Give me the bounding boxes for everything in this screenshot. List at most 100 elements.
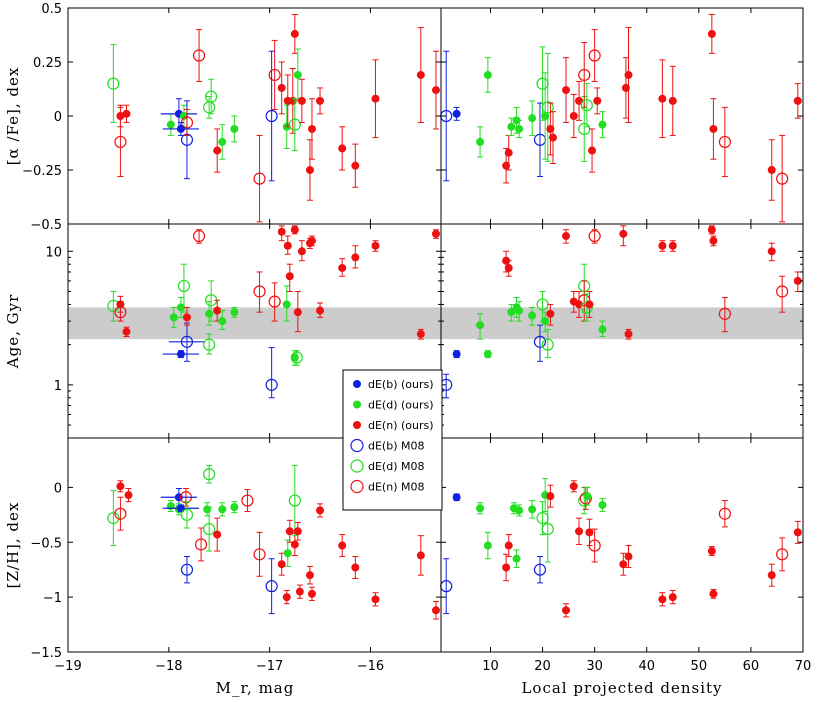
data-point-dEn-ours <box>621 83 630 92</box>
data-point-dEd-m08 <box>541 101 554 114</box>
data-point-dEn-ours <box>624 70 633 79</box>
age-band <box>68 307 803 340</box>
data-point-dEn-m08 <box>114 507 127 520</box>
data-point-dEn-ours <box>562 606 571 615</box>
data-point-dEn-m08 <box>268 68 281 82</box>
data-point-dEd-ours <box>483 541 492 550</box>
data-point-dEd-m08 <box>288 118 301 131</box>
data-point-dEn-ours <box>277 83 286 92</box>
data-point-dEn-ours <box>116 482 125 491</box>
y-tick-label: 1 <box>54 379 62 394</box>
data-point-dEd-ours <box>230 503 239 512</box>
data-point-dEd-m08 <box>205 90 218 103</box>
data-point-dEn-ours <box>305 571 314 580</box>
data-point-dEn-ours <box>351 253 360 262</box>
data-point-dEn-ours <box>295 587 304 596</box>
data-point-dEd-ours <box>476 137 485 146</box>
data-point-dEd-m08 <box>107 512 120 525</box>
data-point-dEd-ours <box>515 124 524 133</box>
data-point-dEd-m08 <box>107 77 120 90</box>
legend: dE(b) (ours) dE(d) (ours) dE(n) (ours) dE(b… <box>342 369 443 511</box>
data-point-dEd-ours <box>528 311 537 320</box>
data-point-dEb-ours <box>176 350 185 359</box>
data-point-dEn-ours <box>502 161 511 170</box>
data-point-dEn-ours <box>431 229 440 238</box>
y-axis-label-alpha: [α /Fe], dex <box>4 67 22 166</box>
legend-marker-dEn-ours <box>353 421 361 429</box>
data-point-dEn-ours <box>575 96 584 105</box>
data-point-dEb-m08 <box>180 335 194 348</box>
data-point-dEd-ours <box>230 124 239 133</box>
data-point-dEd-ours <box>528 505 537 514</box>
y-tick-label: 10 <box>45 245 62 260</box>
data-point-dEd-m08 <box>288 494 301 507</box>
data-point-dEn-ours <box>338 541 347 550</box>
data-point-dEn-ours <box>546 309 555 318</box>
legend-marker-dEn-m08 <box>350 479 364 494</box>
legend-label: dE(d) M08 <box>368 460 424 473</box>
y-tick-label: 0 <box>54 481 62 496</box>
data-point-dEn-ours <box>619 560 628 569</box>
data-point-dEd-ours <box>282 300 291 309</box>
data-point-dEn-ours <box>707 29 716 38</box>
data-point-dEn-m08 <box>114 135 127 149</box>
data-point-dEn-ours <box>767 571 776 580</box>
data-point-dEn-m08 <box>776 172 789 185</box>
panel-frames <box>67 7 804 653</box>
data-point-dEn-ours <box>305 166 314 174</box>
data-point-dEn-ours <box>290 29 299 38</box>
data-point-dEn-m08 <box>179 491 193 504</box>
data-point-dEn-ours <box>283 241 292 250</box>
series-age_mag <box>107 225 440 399</box>
data-point-dEn-m08 <box>776 285 789 298</box>
x-tick-label: 10 <box>482 659 499 674</box>
data-point-dEd-ours <box>515 506 524 515</box>
y-tick-label: −1 <box>43 591 62 606</box>
data-point-dEn-ours <box>307 589 316 598</box>
x-tick-label: 70 <box>795 659 812 674</box>
data-point-dEn-m08 <box>253 548 266 561</box>
data-point-dEn-ours <box>658 595 667 604</box>
data-point-dEn-ours <box>297 96 306 105</box>
data-point-dEb-ours <box>452 493 461 502</box>
data-point-dEn-ours <box>709 236 718 245</box>
data-point-dEd-ours <box>483 350 492 359</box>
data-point-dEd-ours <box>283 549 292 558</box>
data-point-dEb-ours <box>176 504 185 513</box>
data-point-dEd-m08 <box>203 338 216 351</box>
data-point-dEn-ours <box>546 124 555 133</box>
data-point-dEn-ours <box>122 109 131 118</box>
data-point-dEd-ours <box>218 317 227 326</box>
data-point-dEn-ours <box>124 491 133 500</box>
data-point-dEd-ours <box>166 120 175 129</box>
data-point-dEd-m08 <box>180 508 194 521</box>
age-bands <box>68 307 803 340</box>
data-point-dEn-ours <box>293 308 302 317</box>
data-point-dEn-ours <box>371 241 380 250</box>
data-point-dEn-ours <box>416 70 425 79</box>
data-point-dEd-ours <box>483 70 492 79</box>
data-point-dEn-ours <box>213 530 222 539</box>
y-tick-label: −0.5 <box>30 536 62 551</box>
data-point-dEd-ours <box>476 504 485 513</box>
data-point-dEn-m08 <box>268 295 281 308</box>
data-point-dEd-ours <box>176 303 185 312</box>
data-point-dEn-ours <box>285 272 294 281</box>
data-point-dEd-ours <box>507 308 516 317</box>
data-point-dEn-ours <box>182 313 191 322</box>
data-point-dEn-ours <box>793 96 802 105</box>
x-tick-label: −16 <box>357 659 384 674</box>
data-point-dEn-ours <box>585 300 594 309</box>
data-point-dEn-ours <box>307 124 316 133</box>
legend-marker-dEd-ours <box>353 400 361 409</box>
data-point-dEn-ours <box>575 527 584 536</box>
x-axis-label-right: Local projected density <box>521 679 722 697</box>
data-point-dEn-ours <box>316 506 325 515</box>
data-point-dEd-ours <box>230 308 239 317</box>
data-point-dEn-ours <box>307 236 316 245</box>
data-point-dEn-ours <box>707 225 716 234</box>
data-point-dEn-ours <box>316 96 325 105</box>
data-point-dEd-m08 <box>541 522 554 536</box>
legend-label: dE(b) M08 <box>368 440 424 453</box>
